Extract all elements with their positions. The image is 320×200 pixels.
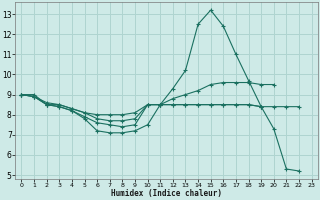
- X-axis label: Humidex (Indice chaleur): Humidex (Indice chaleur): [111, 189, 222, 198]
